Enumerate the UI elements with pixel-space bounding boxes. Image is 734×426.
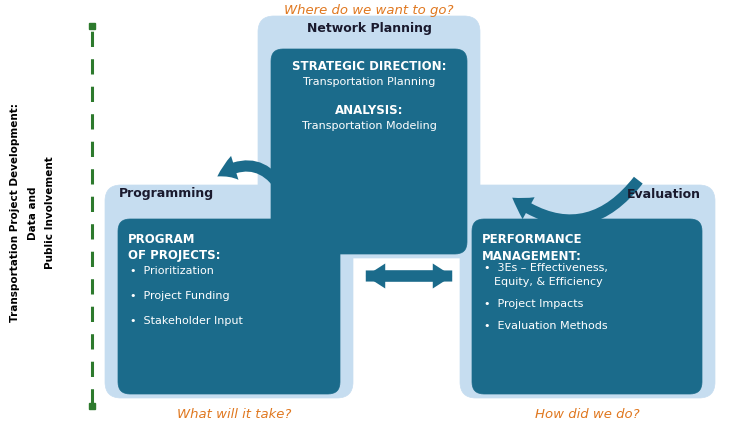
Text: ANALYSIS:: ANALYSIS: [335,104,403,116]
FancyArrowPatch shape [366,264,452,288]
FancyArrowPatch shape [366,264,452,288]
Text: Programming: Programming [119,187,214,201]
FancyArrowPatch shape [512,177,643,226]
Text: •  3Es – Effectiveness,: • 3Es – Effectiveness, [484,263,608,273]
Text: Network Planning: Network Planning [307,22,432,35]
FancyBboxPatch shape [105,185,353,398]
Text: •  Project Funding: • Project Funding [130,291,230,301]
Text: Public Involvement: Public Involvement [45,157,55,269]
Text: •  Project Impacts: • Project Impacts [484,299,584,309]
Text: STRATEGIC DIRECTION:: STRATEGIC DIRECTION: [291,60,446,72]
Text: •  Stakeholder Input: • Stakeholder Input [130,316,243,326]
Text: Where do we want to go?: Where do we want to go? [284,4,454,17]
Text: PROGRAM
OF PROJECTS:: PROGRAM OF PROJECTS: [128,233,220,262]
FancyBboxPatch shape [271,49,467,254]
FancyBboxPatch shape [460,185,715,398]
FancyBboxPatch shape [118,219,340,394]
Text: Data and: Data and [28,186,38,240]
Text: Transportation Project Development:: Transportation Project Development: [10,104,20,322]
Text: Transportation Planning: Transportation Planning [303,77,435,87]
Text: Equity, & Efficiency: Equity, & Efficiency [494,277,603,287]
FancyBboxPatch shape [258,16,480,258]
Text: •  Evaluation Methods: • Evaluation Methods [484,321,608,331]
FancyBboxPatch shape [472,219,702,394]
Text: How did we do?: How did we do? [535,408,640,420]
FancyArrowPatch shape [217,156,288,194]
Text: Transportation Modeling: Transportation Modeling [302,121,437,131]
Text: PERFORMANCE
MANAGEMENT:: PERFORMANCE MANAGEMENT: [482,233,583,262]
Text: •  Prioritization: • Prioritization [130,266,214,276]
Text: What will it take?: What will it take? [177,408,291,420]
Text: Evaluation: Evaluation [627,187,701,201]
